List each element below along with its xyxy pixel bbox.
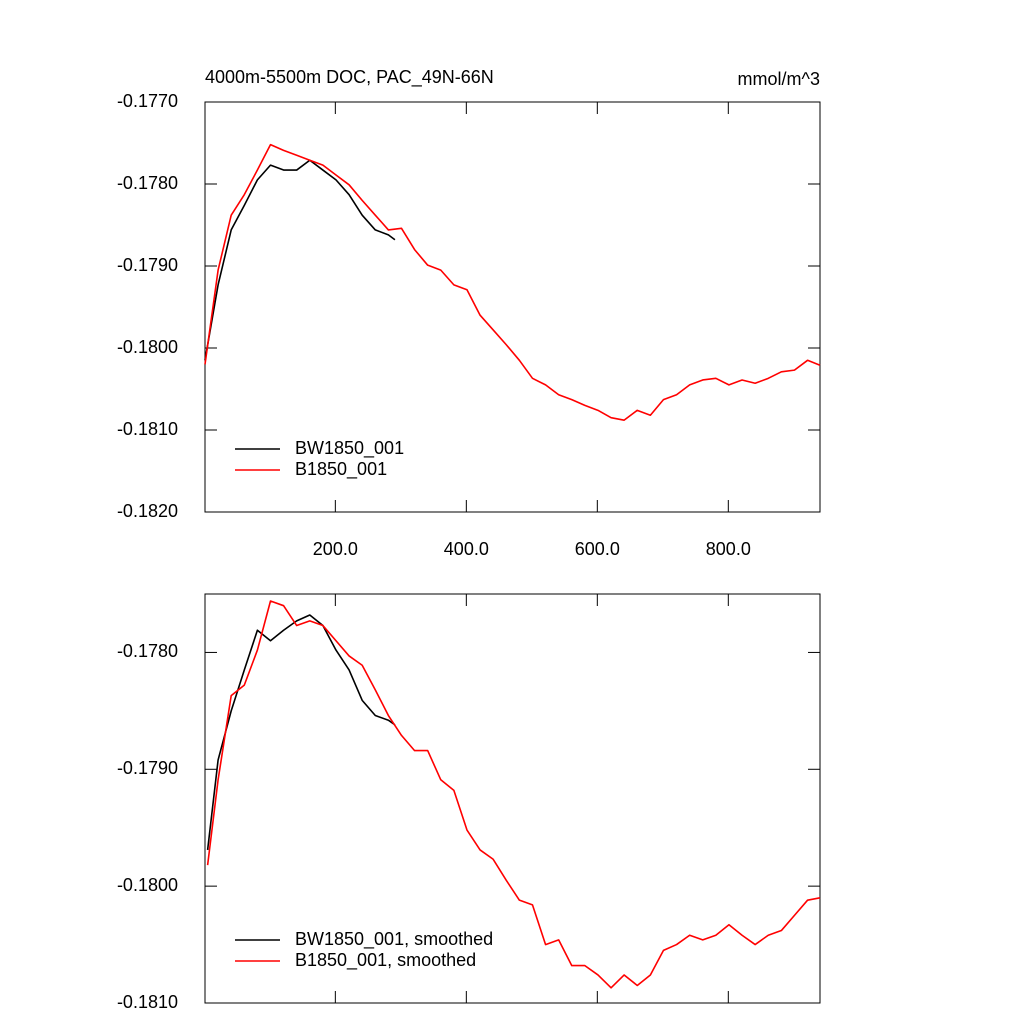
x-tick-label: 600.0 bbox=[575, 539, 620, 559]
data-line bbox=[204, 159, 396, 361]
x-tick-label: 800.0 bbox=[706, 539, 751, 559]
y-tick-label: -0.1810 bbox=[117, 992, 178, 1012]
legend-label: B1850_001, smoothed bbox=[295, 950, 476, 971]
y-tick-label: -0.1820 bbox=[117, 501, 178, 521]
chart-title: 4000m-5500m DOC, PAC_49N-66N bbox=[205, 67, 494, 88]
y-tick-label: -0.1790 bbox=[117, 255, 178, 275]
y-tick-label: -0.1770 bbox=[117, 91, 178, 111]
y-tick-label: -0.1780 bbox=[117, 641, 178, 661]
legend-label: B1850_001 bbox=[295, 459, 387, 480]
y-tick-label: -0.1800 bbox=[117, 875, 178, 895]
y-tick-label: -0.1800 bbox=[117, 337, 178, 357]
y-tick-label: -0.1810 bbox=[117, 419, 178, 439]
data-line bbox=[204, 143, 821, 421]
x-tick-label: 200.0 bbox=[313, 539, 358, 559]
plot-frame bbox=[204, 101, 821, 513]
plot-frame bbox=[204, 593, 821, 1004]
y-tick-label: -0.1780 bbox=[117, 173, 178, 193]
data-line bbox=[206, 600, 821, 989]
legend-label: BW1850_001, smoothed bbox=[295, 929, 493, 950]
legend-label: BW1850_001 bbox=[295, 438, 404, 459]
units-label: mmol/m^3 bbox=[738, 69, 820, 89]
data-line bbox=[206, 614, 396, 851]
y-tick-label: -0.1790 bbox=[117, 758, 178, 778]
x-tick-label: 400.0 bbox=[444, 539, 489, 559]
